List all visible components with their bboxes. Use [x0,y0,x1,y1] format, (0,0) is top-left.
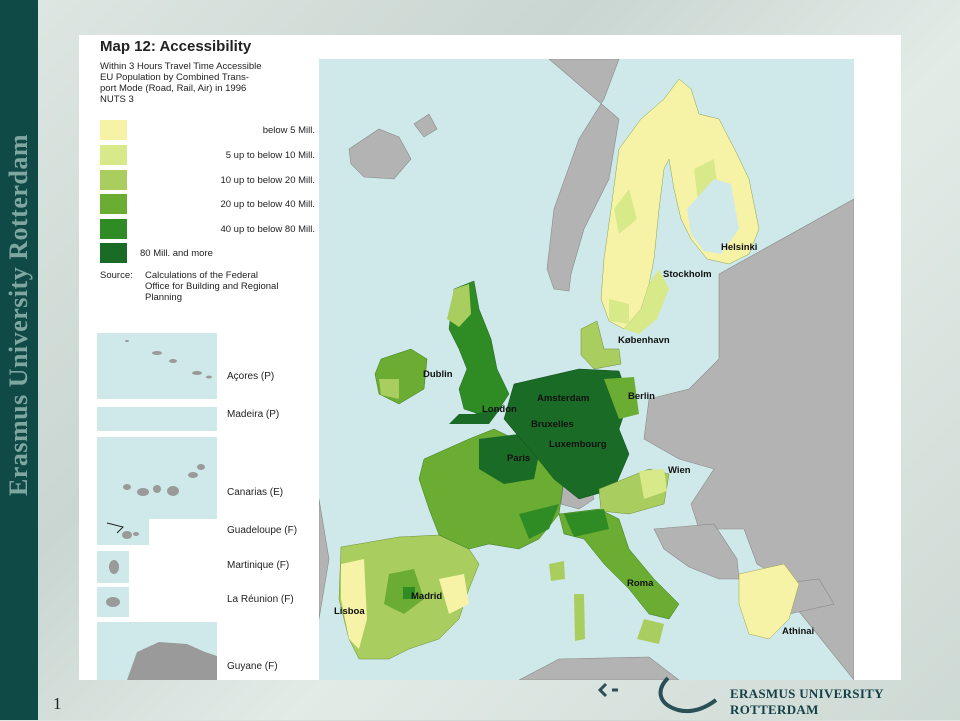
legend-swatch [100,145,127,165]
city-label: Roma [627,578,654,589]
city-label: Lisboa [334,606,365,617]
legend-item: below 5 Mill. [100,120,330,140]
legend-item: 5 up to below 10 Mill. [100,145,330,165]
map-title: Map 12: Accessibility [100,38,252,55]
city-label: London [482,404,517,415]
inset-canarias [97,437,217,519]
inset-label: Martinique (F) [227,560,290,571]
legend-swatch [100,243,127,263]
inset-label: La Réunion (F) [227,594,294,605]
legend-label: 40 up to below 80 Mill. [220,224,315,235]
map-figure: Map 12: Accessibility Within 3 Hours Tra… [79,35,901,681]
city-label: Athinai [782,626,814,637]
inset-label: Guadeloupe (F) [227,525,298,536]
city-label: Amsterdam [537,393,589,404]
legend-label: 20 up to below 40 Mill. [220,199,315,210]
city-label: Dublin [423,369,453,380]
footer-logo: ERASMUS UNIVERSITY ROTTERDAM [597,676,958,717]
inset-label: Canarias (E) [227,487,284,498]
europe-map: Helsinki Stockholm København Dublin Berl… [318,58,855,681]
city-label: Bruxelles [531,419,574,430]
legend-swatch [100,170,127,190]
legend-label: 80 Mill. and more [140,248,213,259]
legend-label: 5 up to below 10 Mill. [225,150,315,161]
inset-martinique [97,551,129,583]
side-title-text: Erasmus University Rotterdam [4,133,34,497]
inset-reunion [97,587,129,617]
legend-item: 80 Mill. and more [100,243,330,263]
legend-item: 10 up to below 20 Mill. [100,170,330,190]
inset-guadeloupe [97,519,149,545]
city-label: Luxembourg [549,439,607,450]
side-title: Erasmus University Rotterdam [0,0,38,720]
inset-label: Guyane (F) [227,661,278,672]
city-label: Berlin [628,391,655,402]
city-label: Stockholm [663,269,712,280]
side-band [0,0,38,720]
university-logo-icon [597,676,718,713]
legend-label: 10 up to below 20 Mill. [220,175,315,186]
city-label: København [618,335,670,346]
legend-swatch [100,219,127,239]
map-subtitle: Within 3 Hours Travel Time Accessible EU… [100,61,262,105]
inset-label: Madeira (P) [227,409,280,420]
inset-guyane [97,622,217,680]
source-text: Calculations of the Federal Office for B… [145,270,279,303]
source-key: Source: [100,270,133,281]
city-label: Helsinki [721,242,757,253]
legend-label: below 5 Mill. [262,125,315,136]
footer-brand: ERASMUS UNIVERSITY ROTTERDAM [730,686,884,717]
legend-swatch [100,120,127,140]
legend-item: 20 up to below 40 Mill. [100,194,330,214]
city-label: Madrid [411,591,442,602]
city-label: Wien [668,465,691,476]
inset-label: Açores (P) [227,371,275,382]
inset-madeira [97,407,217,431]
city-label: Paris [507,453,530,464]
slide-number: 1 [53,694,62,713]
legend-swatch [100,194,127,214]
inset-acores [97,333,217,399]
legend-item: 40 up to below 80 Mill. [100,219,330,239]
